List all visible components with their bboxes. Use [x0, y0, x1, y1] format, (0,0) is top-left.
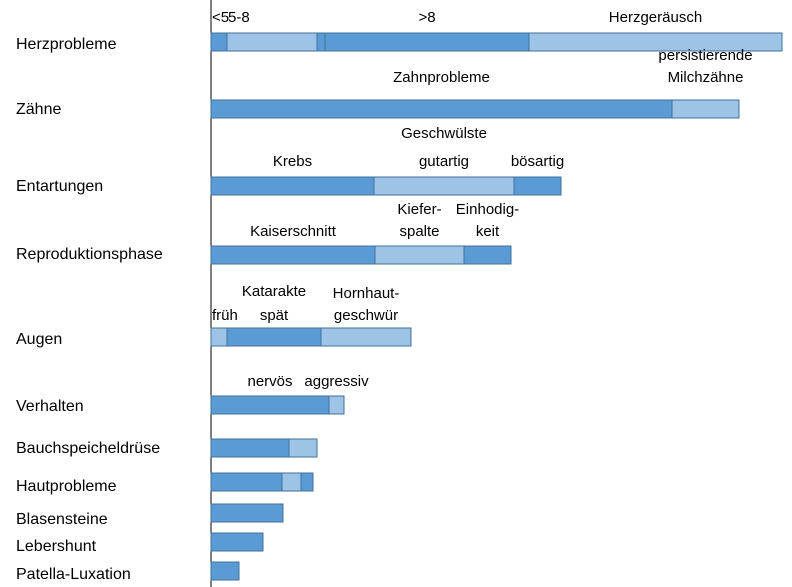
bar-segment-hautprobleme-2 — [300, 472, 314, 492]
bar-segment-lebershunt-0 — [210, 532, 264, 552]
bar-segment-herzprobleme-0 — [210, 32, 228, 52]
segment-label-herzprobleme-3: Herzgeräusch — [609, 9, 702, 26]
bar-segment-bauchspeicheldrüse-1 — [288, 438, 318, 458]
bar-segment-zähne-1 — [671, 99, 740, 119]
bar-segment-augen-2 — [320, 327, 412, 347]
category-label-blasensteine: Blasensteine — [16, 511, 108, 528]
category-label-hautprobleme: Hautprobleme — [16, 478, 117, 495]
bar-segment-blasensteine-0 — [210, 503, 284, 523]
bar-segment-hautprobleme-0 — [210, 472, 283, 492]
bar-segment-verhalten-0 — [210, 395, 330, 415]
bar-segment-entartungen-0 — [210, 176, 375, 196]
bar-segment-augen-0 — [210, 327, 228, 347]
bar-segment-reproduktionsphase-0 — [210, 245, 376, 265]
category-label-augen: Augen — [16, 331, 62, 348]
category-label-zähne: Zähne — [16, 101, 61, 118]
segment-label-zähne-0: Zahnprobleme — [393, 69, 490, 86]
segment-label-reproduktionsphase-1: Kiefer-spalte — [397, 201, 441, 240]
bar-segment-verhalten-1 — [328, 395, 345, 415]
bar-segment-hautprobleme-1 — [281, 472, 302, 492]
category-label-patella-luxation: Patella-Luxation — [16, 566, 131, 583]
category-label-lebershunt: Lebershunt — [16, 538, 97, 555]
bar-segment-entartungen-2 — [513, 176, 562, 196]
segment-label-verhalten-0: nervös — [247, 373, 292, 390]
category-label-reproduktionsphase: Reproduktionsphase — [16, 246, 163, 263]
segment-label-herzprobleme-0: <5 — [212, 9, 229, 26]
bar-segment-herzprobleme-4 — [528, 32, 783, 52]
segment-label-verhalten-1: aggressiv — [304, 373, 369, 390]
bar-segment-patella-luxation-0 — [210, 561, 240, 581]
segment-label-entartungen-0: Krebs — [273, 153, 312, 170]
bar-segment-augen-1 — [226, 327, 322, 347]
bars-layer — [210, 32, 783, 581]
category-label-verhalten: Verhalten — [16, 398, 84, 415]
bar-segment-bauchspeicheldrüse-0 — [210, 438, 290, 458]
bar-segment-zähne-0 — [210, 99, 673, 119]
segment-label-augen-0: Katarakte — [242, 283, 306, 300]
bar-segment-reproduktionsphase-2 — [463, 245, 512, 265]
category-label-bauchspeicheldrüse: Bauchspeicheldrüse — [16, 440, 160, 457]
segment-label-reproduktionsphase-2: Einhodig-keit — [456, 201, 519, 240]
segment-label-augen-2: spät — [260, 307, 289, 324]
segment-label-entartungen-3: bösartig — [511, 153, 564, 170]
segment-label-zähne-1: persistierende Milchzähne — [658, 47, 752, 86]
labels-layer: Herzprobleme <55-8 >8 Herzgeräusch Zähne Zahn… — [16, 9, 753, 583]
segment-label-herzprobleme-1: 5-8 — [228, 9, 250, 26]
bar-segment-entartungen-1 — [373, 176, 515, 196]
category-label-entartungen: Entartungen — [16, 178, 103, 195]
segment-label-entartungen-2: gutartig — [419, 153, 469, 170]
bar-segment-herzprobleme-1 — [226, 32, 318, 52]
segment-label-reproduktionsphase-0: Kaiserschnitt — [250, 223, 337, 240]
bar-segment-reproduktionsphase-1 — [374, 245, 465, 265]
bar-segment-herzprobleme-3 — [324, 32, 530, 52]
segment-label-augen-1: früh — [212, 307, 238, 324]
segment-label-herzprobleme-2: >8 — [418, 9, 435, 26]
bar-segment-herzprobleme-2 — [316, 32, 326, 52]
segment-label-entartungen-1: Geschwülste — [401, 125, 487, 142]
segment-label-augen-3: Hornhaut-geschwür — [333, 285, 400, 324]
category-label-herzprobleme: Herzprobleme — [16, 36, 117, 53]
